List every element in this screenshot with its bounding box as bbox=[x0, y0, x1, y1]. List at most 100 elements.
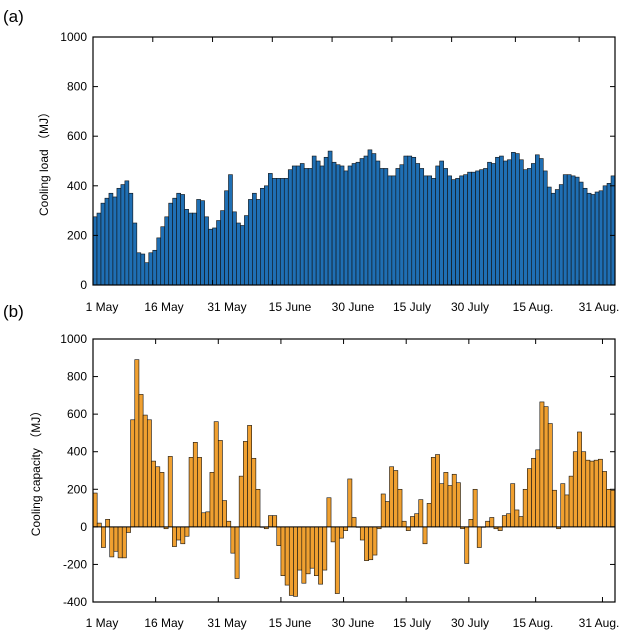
plot-frame bbox=[92, 36, 616, 286]
bar bbox=[130, 419, 136, 528]
x-tick-label: 15 July bbox=[393, 616, 431, 630]
bar bbox=[323, 156, 329, 286]
panel-a: 0 200 400 600 800 1000 1 May 16 May 31 May 15 Jun… bbox=[3, 7, 619, 314]
bar bbox=[359, 526, 365, 541]
bar bbox=[456, 482, 461, 528]
y-tick-label: 400 bbox=[67, 445, 87, 459]
bar bbox=[299, 163, 305, 286]
x-tick-label: 16 May bbox=[144, 300, 183, 314]
bar bbox=[188, 457, 194, 528]
bar bbox=[314, 526, 319, 576]
bar bbox=[121, 526, 127, 559]
bar bbox=[389, 466, 394, 528]
bar bbox=[228, 174, 233, 286]
bar bbox=[167, 456, 173, 528]
bar bbox=[355, 161, 361, 286]
y-tick-label: -400 bbox=[63, 595, 87, 609]
bar bbox=[578, 181, 584, 286]
bar bbox=[243, 441, 248, 528]
bar bbox=[507, 159, 512, 286]
bar bbox=[531, 457, 536, 528]
bar bbox=[467, 171, 472, 286]
bar bbox=[343, 170, 349, 286]
bar bbox=[606, 488, 612, 528]
x-tick-label: 15 June bbox=[269, 616, 312, 630]
bar bbox=[606, 183, 612, 286]
bar bbox=[495, 156, 500, 286]
bar bbox=[447, 175, 452, 286]
bar bbox=[451, 473, 457, 528]
bar bbox=[602, 185, 608, 286]
bar bbox=[212, 227, 217, 286]
bar bbox=[550, 192, 556, 286]
bar bbox=[535, 154, 540, 286]
bar bbox=[101, 526, 106, 548]
bar bbox=[226, 520, 232, 528]
bar bbox=[546, 186, 552, 286]
bar bbox=[499, 155, 504, 286]
bar bbox=[363, 155, 369, 286]
bar bbox=[275, 178, 281, 286]
bar bbox=[527, 168, 532, 286]
y-tick-label: 0 bbox=[80, 278, 87, 292]
bar bbox=[430, 457, 436, 528]
y-axis-label: Cooling load （MJ） bbox=[37, 106, 51, 216]
bar bbox=[303, 168, 309, 286]
bar bbox=[272, 178, 277, 286]
bar bbox=[326, 497, 332, 528]
bar bbox=[201, 512, 207, 528]
bar bbox=[92, 492, 98, 528]
panel-b: -400 -200 0 200 400 600 800 1000 1 May 16 May 31 M… bbox=[3, 302, 619, 630]
bar bbox=[459, 175, 464, 286]
bar bbox=[222, 500, 227, 528]
bar bbox=[200, 200, 205, 286]
bar bbox=[570, 175, 576, 286]
bar bbox=[411, 156, 417, 286]
bar bbox=[547, 423, 553, 528]
x-tick-label: 15 Aug. bbox=[513, 616, 554, 630]
bar bbox=[602, 471, 607, 528]
y-tick-label: 200 bbox=[67, 482, 87, 496]
bar bbox=[208, 228, 213, 286]
bar bbox=[248, 199, 253, 286]
bar bbox=[568, 475, 574, 528]
bar bbox=[126, 526, 131, 533]
bar bbox=[501, 515, 507, 528]
bar bbox=[268, 515, 273, 528]
bar bbox=[291, 165, 297, 286]
x-tick-label: 30 July bbox=[451, 616, 489, 630]
bar bbox=[172, 526, 177, 547]
bar bbox=[538, 158, 544, 286]
bar bbox=[468, 519, 474, 528]
bar bbox=[560, 483, 566, 528]
bar bbox=[552, 489, 557, 528]
bar bbox=[234, 526, 240, 579]
bar bbox=[368, 526, 374, 561]
bar bbox=[562, 174, 568, 286]
bar bbox=[280, 526, 286, 576]
bar bbox=[128, 192, 134, 286]
bar bbox=[176, 526, 182, 541]
bar bbox=[598, 190, 604, 286]
bar bbox=[288, 526, 294, 596]
bar bbox=[566, 174, 572, 286]
bar bbox=[351, 163, 357, 286]
bar bbox=[112, 196, 118, 286]
bar bbox=[272, 515, 278, 528]
bar bbox=[109, 526, 115, 558]
bar bbox=[184, 526, 190, 537]
bar bbox=[148, 252, 154, 286]
panel-label: (a) bbox=[3, 7, 24, 26]
bar bbox=[224, 190, 229, 286]
bar bbox=[483, 168, 488, 286]
bar bbox=[475, 170, 480, 286]
bar bbox=[582, 187, 588, 286]
bar bbox=[152, 249, 158, 286]
bar bbox=[558, 184, 564, 286]
bar bbox=[371, 153, 377, 286]
bar bbox=[514, 509, 520, 528]
bar bbox=[554, 189, 560, 286]
bar bbox=[120, 184, 126, 286]
y-axis-label: Cooling capacity （MJ） bbox=[29, 405, 43, 536]
